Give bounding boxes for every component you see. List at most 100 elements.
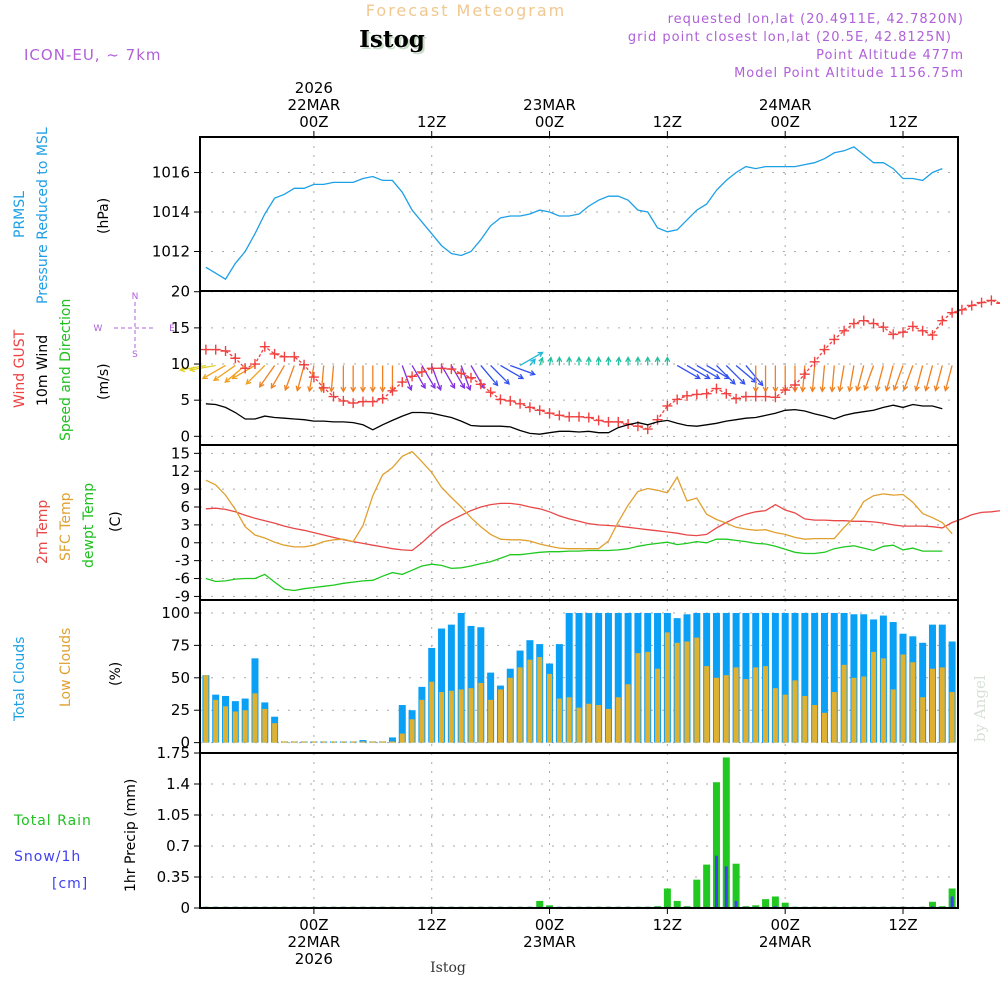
gust-marker [613,416,624,427]
cloud-bar-total [889,622,897,743]
ytick-label: -9 [175,587,190,605]
wind-arrow [811,365,816,392]
bottom-time-label: 00Z [299,916,328,934]
wind-arrow-head [379,386,386,393]
gust-marker [691,389,702,400]
cloud-bar-secondary [782,694,788,743]
wind-arrow-head [566,356,573,363]
ytick-label: 0 [180,427,190,445]
gust-marker [495,394,506,405]
wind-arrow-head [595,356,602,363]
temp-2m-label: 2m Temp [35,500,51,564]
cloud-bar-secondary [871,651,877,743]
wind-arrow-head [270,382,277,390]
precip-bar-secondary [950,896,954,908]
wind-arrow-head [449,382,456,390]
precip-bar-total [781,902,789,908]
wind-arrow-head [231,373,238,380]
wind-arrow [202,364,226,380]
wind-arrow [696,364,720,380]
cloud-bar-secondary [497,689,503,743]
precip-bar-total [732,863,740,908]
gust-marker [534,405,545,416]
top-time-label: 00Z [535,113,564,131]
wind-arrow-head [283,384,290,392]
wind-arrow-head [585,356,592,363]
gust-marker [986,295,997,306]
wind-arrow [460,365,471,391]
wind-arrow [821,365,826,392]
top-time-label: 2026 [295,79,333,97]
cloud-bar-secondary [920,697,926,743]
ytick-label: 1.4 [166,775,190,793]
wind-arrow-head [459,382,466,390]
cloud-bar-secondary [547,673,553,743]
gust-marker [760,391,771,402]
cloud-bar-secondary [821,712,827,743]
cloud-bar-total [467,625,475,743]
ytick-label: 1016 [152,164,190,182]
wind-arrow [284,365,295,391]
wind-arrow-head [492,380,499,387]
compass-n: N [132,292,139,302]
gust-marker [436,363,447,374]
wind-gust-label: Wind GUST [12,329,28,408]
cloud-bar-total [359,740,367,743]
top-time-label: 24MAR [759,96,812,114]
wind-arrow-head [792,386,798,393]
location-title: Istog [359,26,425,53]
wind-arrow-head [350,386,357,393]
ytick-label: 15 [171,444,190,462]
series-prmsl [205,146,943,281]
super-title: Forecast Meteogram [366,1,566,20]
wind-arrow [716,365,736,385]
precip-bar-total [673,900,681,908]
gust-marker [682,390,693,401]
wind-arrow-head [224,377,231,384]
gust-marker [524,402,535,413]
cloud-bar-secondary [880,658,886,743]
top-time-label: 23MAR [523,96,576,114]
gust-marker [662,400,673,411]
cloud-bar-secondary [507,677,513,743]
gust-marker [240,363,251,374]
cloud-bar-secondary [301,741,307,743]
gust-marker [367,396,378,407]
series-dewpt-temp [205,538,943,592]
gust-marker [583,412,594,423]
precip-labels: Total Rain Snow/1h [cm] 1hr Precip (mm) [13,779,139,892]
bottom-time-label: 23MAR [523,933,576,951]
cloud-bar-secondary [704,666,710,743]
pressure-unit: (hPa) [96,198,112,234]
wind-arrow-head [538,356,544,363]
wind-arrow-head [762,386,769,393]
precip-bar-total [752,905,760,908]
wind-10m-label: 10m Wind [35,335,51,406]
gust-marker [642,424,653,435]
gust-marker [780,385,791,396]
wind-arrow [296,365,305,391]
gust-marker [338,395,349,406]
ytick-label: 6 [180,498,190,516]
data-layer [178,146,1000,909]
gust-marker [868,318,879,329]
cloud-bar-total [595,612,603,743]
gust-marker [554,410,565,421]
gust-marker [308,372,319,383]
precip-bar-total [703,864,711,908]
wind-arrow-head [694,373,701,380]
gust-marker [790,379,801,390]
cloud-bar-secondary [566,697,572,743]
gust-marker [328,391,339,402]
ytick-label: 1012 [152,243,190,261]
wind-arrow [189,364,216,371]
wind-arrow-head [307,386,314,393]
gust-marker [259,341,270,352]
gust-marker [289,351,300,362]
wind-arrow-head [406,384,413,392]
cloud-bar-secondary [763,666,769,743]
cloud-bar-secondary [439,692,445,743]
cloud-bar-secondary [223,706,229,743]
precip-bar-total [722,757,730,908]
